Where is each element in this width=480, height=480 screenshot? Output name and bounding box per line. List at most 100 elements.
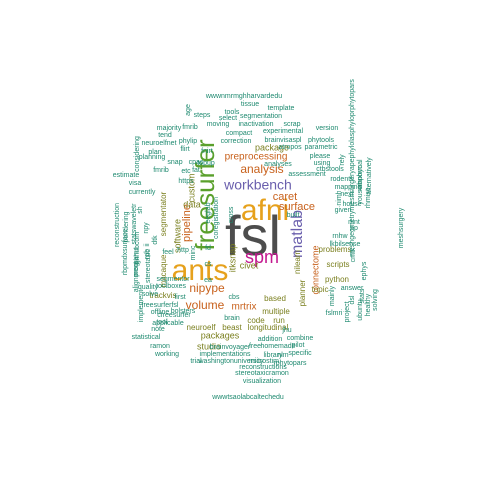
word-next-98: next: [340, 191, 353, 198]
word-applicable-62: applicable: [152, 320, 184, 327]
word-ubuntu-110: ubuntu: [357, 299, 364, 321]
word-built-95: built: [287, 212, 300, 219]
word-jhu-171: jhu: [281, 327, 291, 334]
word-afni-1: afni: [241, 194, 289, 227]
word-beast-26: beast: [222, 323, 242, 332]
word-correction-82: correction: [221, 138, 252, 145]
word-fmrib-146: fmrib: [153, 167, 169, 174]
word-ephys-105: ephys: [361, 261, 368, 280]
word-alternatively-118: alternatively: [366, 157, 373, 195]
word-tend-127: tend: [158, 132, 172, 139]
word-code-30: code: [247, 316, 265, 325]
word-brainvisaspl-83: brainvisaspl: [265, 137, 302, 144]
word-coregistration-160: coregistration: [213, 197, 220, 239]
word-lkbilsense-102: lkbilsense: [330, 241, 361, 248]
word-pondering-150: pondering: [123, 211, 130, 242]
word-surface-11: surface: [279, 201, 315, 213]
word-workbench-6: workbench: [223, 177, 292, 193]
word-implement-156: implement: [138, 290, 145, 322]
word-addition-55: addition: [258, 336, 283, 343]
word-preprocessing-14: preprocessing: [225, 152, 288, 163]
word-dsl-109: dsl: [349, 295, 356, 304]
word-analysis-7: analysis: [240, 162, 283, 176]
word-mainly-106: mainly: [329, 285, 336, 306]
word-fslmri-107: fslmri: [326, 310, 343, 317]
word-compact-79: compact: [226, 130, 253, 137]
word-mrtrix-13: mrtrix: [232, 302, 257, 313]
word-ctbstools-90: ctbstools: [316, 166, 344, 173]
word-minc-167: minc: [190, 245, 197, 260]
word-sh-141: sh: [137, 206, 144, 214]
word-civet-23: civet: [240, 260, 259, 270]
word-homemade-54: homemade: [260, 343, 295, 350]
word-connectome-15: connectome: [310, 245, 320, 294]
word-visualization-45: visualization: [243, 378, 281, 385]
word-pilot-57: pilot: [292, 342, 305, 349]
word-phylip-133: phylip: [179, 138, 197, 145]
word-first-164: first: [174, 294, 185, 301]
word-fnirt-134: fnirt: [201, 148, 213, 155]
word-cross-159: cross: [228, 206, 235, 223]
word-http-161: http: [177, 247, 189, 254]
word-working-59: working: [154, 351, 179, 358]
word-plan-129: plan: [148, 149, 161, 156]
word-macaque-37: macaque: [159, 254, 168, 287]
word-topup-139: topup: [197, 160, 215, 167]
word-ants-2: ants: [172, 254, 229, 287]
word-cs-169: cs: [205, 261, 213, 268]
word-house-97: house: [342, 201, 361, 208]
word-quality-68: quality: [138, 284, 159, 291]
word-moving-76: moving: [207, 121, 230, 128]
word-combine-56: combine: [287, 335, 314, 342]
word-bolsters-165: bolsters: [171, 308, 196, 315]
word-currently-123: currently: [129, 189, 156, 196]
word-software-20: software: [172, 219, 182, 253]
word-stereotaxicramon-44: stereotaxicramon: [235, 370, 289, 377]
word-nilearn-39: nilearn: [293, 250, 302, 274]
word-pp-100: pp: [350, 225, 358, 232]
word-note-61: note: [151, 326, 165, 333]
word-wwwtsaolabcaltechedu-46: wwwtsaolabcaltechedu: [211, 394, 284, 401]
word-implementations-41: implementations: [200, 351, 251, 358]
word-phytools-84: phytools: [308, 137, 335, 144]
word-brain-163: brain: [224, 315, 240, 322]
word-rodents-91: rodents: [330, 176, 354, 183]
word-ii-144: ii: [144, 243, 151, 247]
word-flirt-132: flirt: [180, 146, 189, 153]
word-trackvis-38: trackvis: [149, 291, 176, 300]
word-dtk-143: dtk: [152, 235, 159, 245]
word-majority-126: majority: [157, 125, 182, 132]
word-nimh-93: nimh: [336, 190, 343, 205]
word-alignment-155: alignment: [133, 262, 140, 292]
word-planning-125: planning: [139, 154, 166, 161]
word-studio-22: studio: [197, 341, 221, 351]
word-etc-136: etc: [181, 168, 191, 175]
word-based-28: based: [264, 294, 286, 303]
word-solving-113: solving: [372, 289, 379, 311]
word-itksnap-19: itksnap: [227, 244, 237, 273]
word-solve-67: solve: [142, 291, 158, 298]
word-assessment-94: assessment: [288, 171, 325, 178]
word-neuroelfnet-128: neuroelfnet: [141, 140, 176, 147]
word-topic-36: topic: [312, 285, 329, 294]
word-tools-71: tools: [225, 109, 240, 116]
word-caret-10: caret: [273, 191, 297, 203]
word-snap-130: snap: [167, 159, 182, 166]
word-volume-9: volume: [186, 298, 225, 312]
word-fmrib-131: fmrib: [182, 124, 198, 131]
word-cfreesurfer-63: cfreesurfer: [157, 312, 191, 319]
word-spm-4: spm: [245, 247, 279, 267]
word-yousemphyc-116: yousemphyc: [357, 165, 364, 205]
word-answer-104: answer: [341, 285, 364, 292]
word-ramon-60: ramon: [150, 343, 170, 350]
word-meshgeometrymeshsurgeryapephylolasphylop-115: meshgeometrymeshsurgeryapephylolasphylop…: [349, 79, 356, 257]
word-cbs-162: cbs: [229, 294, 240, 301]
word-reconstruction-151: reconstruction: [114, 203, 121, 247]
word-select-74: select: [219, 115, 237, 122]
word-library-50: library: [263, 352, 283, 359]
word-scripts-33: scripts: [326, 260, 349, 269]
word-mnt-99: mnt: [348, 219, 360, 226]
word-abnormal-117: abnormal: [357, 159, 364, 189]
word-stats-111: stats: [359, 288, 366, 303]
